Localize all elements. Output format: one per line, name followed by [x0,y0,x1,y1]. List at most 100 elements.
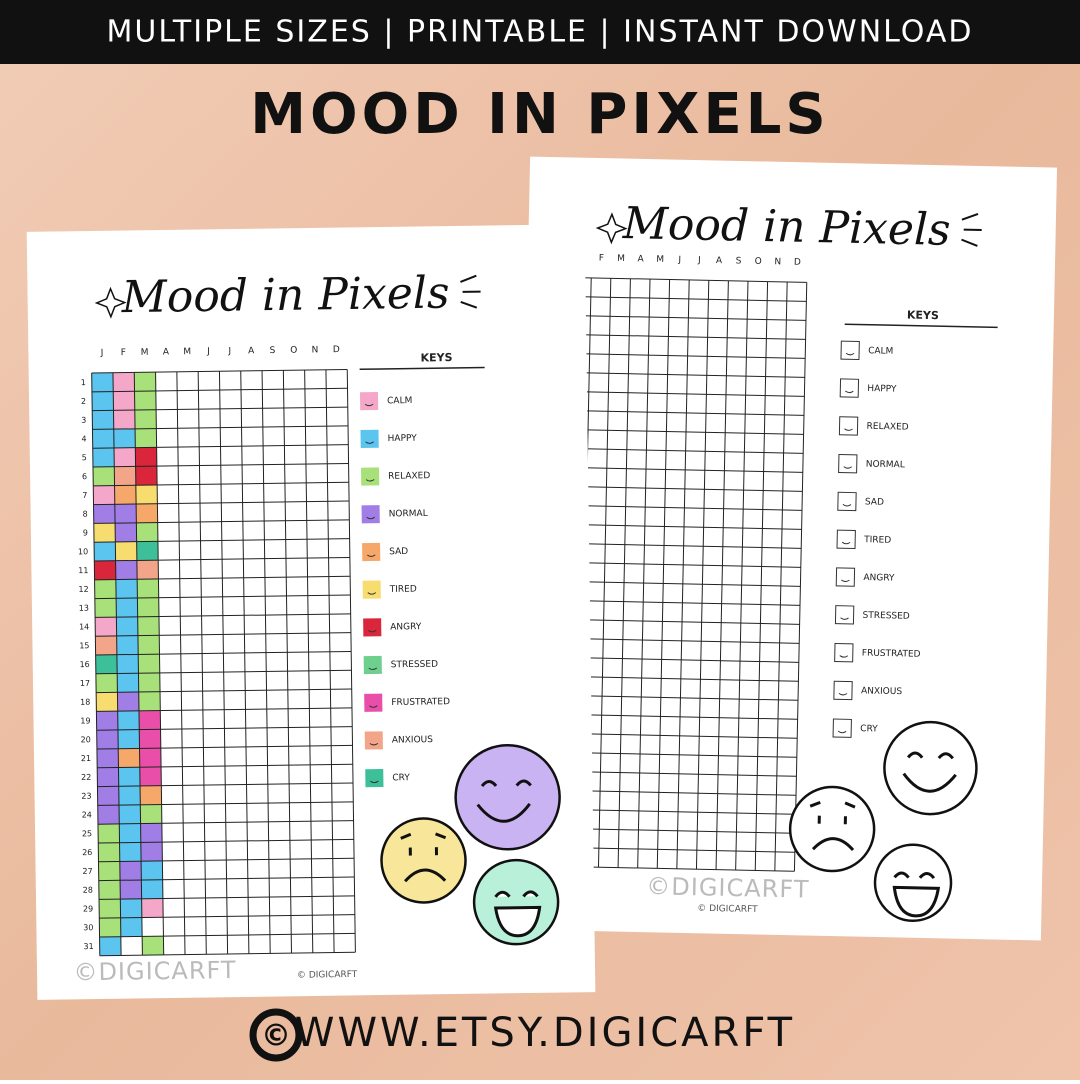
key-label: SAD [865,497,884,507]
month-label: S [736,256,742,266]
grid-line [95,632,351,637]
month-label: J [697,256,701,266]
pixel-cell [98,880,121,900]
pixel-cell [119,823,141,843]
pixel-cell [92,410,114,430]
pixel-cell [94,560,116,580]
day-label: 7 [82,491,87,500]
day-label: 3 [81,416,86,425]
grid-line [96,744,353,750]
grid-line [95,613,351,618]
banner: MULTIPLE SIZES | PRINTABLE | INSTANT DOW… [106,15,973,50]
grid-line [564,637,800,644]
key-swatch [834,605,855,625]
pixel-cell [135,447,157,467]
grid-line [715,280,729,870]
pixel-cell [116,635,139,655]
key-swatch [362,580,381,599]
key-label: ANGRY [390,622,422,632]
key-label: ANXIOUS [861,686,903,697]
pixel-cell [97,767,119,787]
pixel-cell [99,917,121,937]
grid-line [97,801,354,806]
pixel-cell [140,804,162,824]
day-label: 8 [82,510,87,519]
page-title: Mood in Pixels [621,198,951,256]
pixel-cell [115,522,137,542]
key-label: RELAXED [866,422,908,433]
grid-line [97,763,353,769]
smiley [454,744,561,851]
grid-line [754,281,769,871]
smiley [788,785,876,873]
pixel-cell [93,504,116,524]
pixel-cell [115,560,138,580]
pixel-cell [98,842,120,862]
pixel-cell [135,466,158,486]
month-label: A [716,256,723,266]
pixel-cell [138,654,160,674]
month-label: N [312,345,319,355]
key-swatch [833,680,853,701]
day-label: 27 [82,867,92,876]
key-face [369,742,379,746]
key-face [840,617,849,620]
key-label: NORMAL [866,460,905,471]
pixel-cell [118,748,140,768]
pixel-cell [137,597,159,617]
pixel-cell [117,673,139,693]
grid-line [571,276,807,283]
pixel-cell [114,447,136,467]
key-label: STRESSED [862,611,909,622]
pixel-cell [94,579,117,599]
pixel-cell [95,635,117,656]
grid-line [99,951,356,957]
grid-line [562,694,799,701]
grid-line [96,707,352,712]
key-face [365,479,375,482]
grid-line [735,281,749,871]
pixel-cell [119,861,142,881]
pixel-cell [117,692,139,712]
smiley-face [400,832,447,883]
key-label: RELAXED [388,471,430,482]
key-swatch [838,416,859,436]
day-label: 20 [81,735,91,744]
banner-bar [0,0,1080,64]
pixel-cell [120,936,143,956]
key-swatch [363,618,382,637]
pixel-cell [96,692,118,712]
key-swatch [359,392,379,411]
key-face [843,466,853,469]
month-label: J [227,347,231,357]
day-label: 21 [81,754,91,763]
grid-line [561,770,797,777]
day-label: 12 [78,585,88,594]
grid-line [197,371,207,955]
key-label: ANXIOUS [392,735,434,746]
grid-line [566,542,802,549]
day-label: 16 [79,660,89,669]
grid-line [93,481,349,487]
key-label: FRUSTRATED [862,649,921,660]
key-face [367,592,377,595]
key-face [844,428,853,431]
grid-line [597,278,612,868]
pixel-cell [94,598,117,618]
grid-line [565,580,801,587]
key-swatch [360,429,379,448]
month-label: J [677,255,681,265]
grid-line [561,751,797,758]
pixel-cell [141,860,163,880]
pixel-cell [120,898,142,918]
key-swatch [364,731,383,750]
key-label: SAD [389,547,408,557]
smiley-face [809,800,856,852]
day-label: 13 [79,604,89,613]
grid-line [92,462,349,468]
key-swatch [361,467,380,486]
month-label: O [290,346,297,356]
key-swatch [838,453,858,474]
smiley [380,817,467,904]
